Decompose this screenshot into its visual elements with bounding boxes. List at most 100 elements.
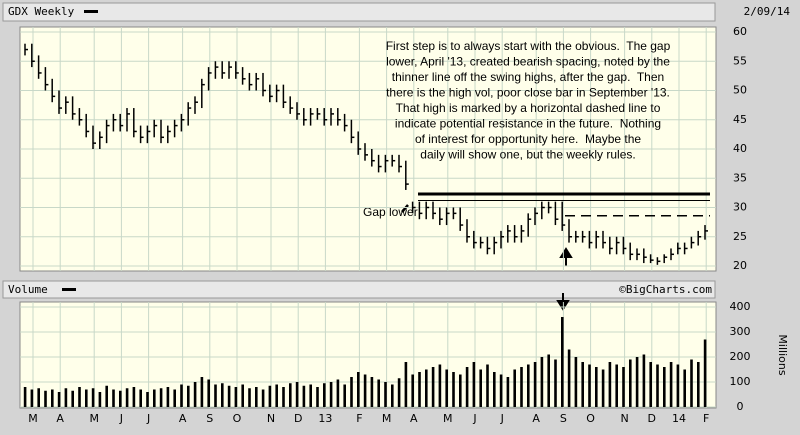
- marks: [23, 43, 710, 407]
- volume-bar: [642, 354, 646, 407]
- volume-bar: [336, 379, 340, 407]
- volume-bar: [248, 388, 251, 407]
- volume-bar: [452, 372, 455, 407]
- volume-bar: [51, 389, 54, 407]
- volume-bar: [506, 377, 510, 407]
- y-tick-label: 400: [730, 300, 751, 313]
- annotation-line: First step is to always start with the o…: [386, 39, 671, 53]
- volume-bar: [397, 378, 401, 407]
- volume-bar: [71, 390, 74, 407]
- volume-bar: [166, 387, 170, 407]
- x-tick-label: S: [560, 412, 567, 425]
- x-tick-label: O: [233, 412, 242, 425]
- volume-bar: [601, 369, 605, 407]
- x-tick-label: A: [56, 412, 64, 425]
- volume-bar: [554, 359, 557, 407]
- x-tick-label: A: [179, 412, 187, 425]
- y-tick-label: 100: [730, 375, 751, 388]
- gap-pointer: [401, 204, 409, 213]
- volume-bar: [438, 364, 442, 407]
- volume-bar: [656, 364, 659, 407]
- volume-bar: [187, 385, 190, 407]
- volume-bar: [282, 387, 285, 407]
- volume-bar: [370, 377, 374, 407]
- volume-bar: [85, 389, 88, 407]
- x-tick-label: N: [620, 412, 628, 425]
- x-tick-label: F: [356, 412, 362, 425]
- volume-bar: [404, 362, 408, 407]
- volume-bar: [214, 384, 217, 407]
- annotation-line: lower, April '13, created bearish spacin…: [386, 55, 670, 69]
- volume-bar: [139, 389, 142, 407]
- volume-bar: [173, 389, 176, 407]
- volume-bar: [329, 382, 333, 407]
- volume-bar: [703, 339, 707, 407]
- volume-bar: [595, 367, 598, 407]
- x-tick-label: M: [28, 412, 38, 425]
- legend-swatch: [62, 288, 76, 291]
- y-tick-label: 40: [733, 142, 747, 155]
- annotation-line: of interest for opportunity here. Maybe …: [415, 132, 641, 146]
- volume-bar: [268, 385, 272, 407]
- volume-bar: [635, 357, 639, 407]
- grid: [20, 27, 716, 408]
- volume-bar: [159, 388, 163, 407]
- volume-bar: [309, 384, 312, 407]
- volume-bar: [411, 374, 414, 407]
- volume-bar: [574, 357, 578, 407]
- y-tick-label: 300: [730, 325, 751, 338]
- credit: ©BigCharts.com: [619, 283, 712, 296]
- volume-bar: [350, 377, 353, 407]
- volume-bar: [377, 379, 380, 407]
- volume-panel: [19, 301, 717, 409]
- volume-bar: [622, 367, 625, 407]
- legend-swatch: [84, 10, 98, 13]
- x-tick-label: A: [532, 412, 540, 425]
- volume-bar: [588, 364, 591, 407]
- date: 2/09/14: [744, 5, 791, 18]
- volume-bar: [275, 384, 278, 407]
- volume-bar: [119, 390, 122, 407]
- volume-bar: [418, 372, 421, 407]
- volume-bar: [132, 387, 136, 407]
- volume-bar: [227, 385, 231, 407]
- x-tick-label: J: [500, 412, 504, 425]
- volume-bar: [363, 374, 367, 407]
- volume-bar: [547, 354, 550, 407]
- x-tick-label: D: [648, 412, 656, 425]
- volume-bar: [384, 382, 387, 407]
- annotation-line: thinner line off the swing highs, after …: [392, 70, 664, 84]
- y-tick-label: 35: [733, 171, 747, 184]
- volume-bar: [459, 374, 462, 407]
- volume-bar: [425, 369, 428, 407]
- volume-bar: [241, 384, 244, 407]
- volume-bar: [479, 369, 482, 407]
- x-tick-label: N: [267, 412, 275, 425]
- volume-bar: [193, 382, 197, 407]
- volume-bar: [37, 388, 40, 407]
- y-tick-label: 60: [733, 25, 747, 38]
- chart-title: GDX Weekly: [8, 5, 75, 18]
- x-tick-label: A: [410, 412, 418, 425]
- volume-bar: [316, 387, 319, 407]
- volume-bar: [472, 362, 476, 407]
- volume-bar: [302, 385, 306, 407]
- header-bar: [2, 2, 716, 22]
- volume-bar: [23, 387, 27, 407]
- x-tick-label: J: [146, 412, 150, 425]
- x-tick-label: M: [382, 412, 392, 425]
- x-tick-label: M: [443, 412, 453, 425]
- volume-bar: [207, 379, 210, 407]
- volume-header: [2, 280, 716, 299]
- volume-bar: [465, 367, 469, 407]
- arrow-down: [556, 293, 570, 311]
- volume-bar: [289, 383, 292, 407]
- volume-bar: [78, 387, 81, 407]
- x-tick-label: O: [586, 412, 595, 425]
- volume-axis-label: Millions: [776, 334, 789, 375]
- volume-bar: [493, 372, 496, 407]
- volume-bar: [200, 377, 204, 407]
- y-tick-label: 45: [733, 113, 747, 126]
- x-tick-label: M: [89, 412, 99, 425]
